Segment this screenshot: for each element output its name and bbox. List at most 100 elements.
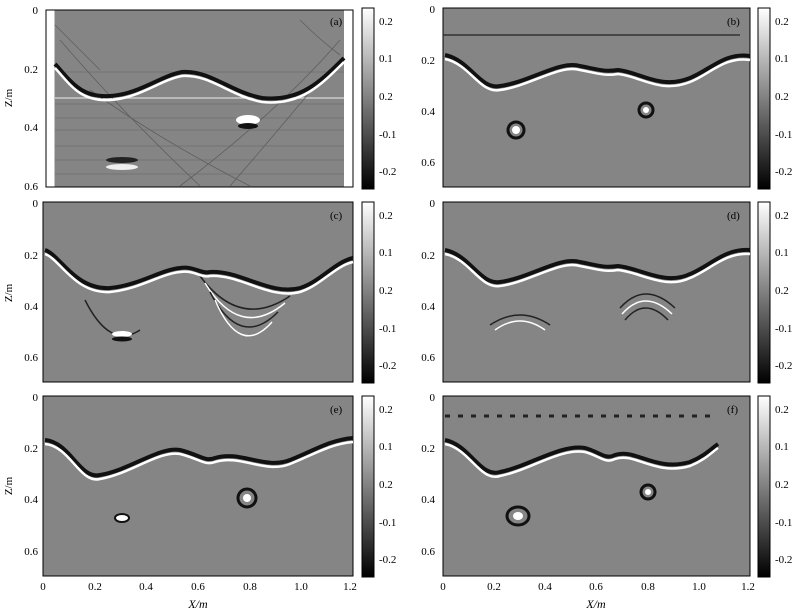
panel-e-anomaly-2-inner xyxy=(243,494,251,502)
panel-b-cbar-tick-1: 0.1 xyxy=(775,53,789,65)
panel-a: (a) 0 0.2 0.4 0.6 Z/m 0.2 0.1 0.2 -0.1 -… xyxy=(3,5,396,193)
panel-b-ytick-1: 0.2 xyxy=(421,55,435,67)
panel-e-cbar-tick-2: 0.2 xyxy=(379,479,393,491)
panel-f-cbar-tick-4: -0.2 xyxy=(775,554,792,566)
panel-d-cbar-tick-1: 0.1 xyxy=(775,247,789,259)
panel-b-image xyxy=(442,7,751,188)
panel-a-colorbar: 0.2 0.1 0.2 -0.1 -0.2 xyxy=(361,7,396,190)
panel-f-ytick-1: 0.2 xyxy=(421,443,435,455)
panel-c-ytick-1: 0.2 xyxy=(24,250,38,262)
panel-d-cbar-tick-3: -0.1 xyxy=(775,323,792,335)
panel-b-interface-dark xyxy=(444,53,751,89)
panel-c-interface-bright xyxy=(44,252,354,295)
panel-f-interface-dark xyxy=(444,438,720,475)
panel-e-xlabel: X/m xyxy=(187,597,208,611)
panel-e-xtick-6: 1.2 xyxy=(343,581,357,593)
panel-a-ytick-3: 0.6 xyxy=(24,181,38,193)
panel-f-cbar-tick-0: 0.2 xyxy=(775,404,789,416)
panel-f-ytick-0: 0 xyxy=(430,392,436,404)
panel-d-ytick-0: 0 xyxy=(430,198,436,210)
panel-d-image xyxy=(442,201,751,383)
panel-e-xtick-5: 1.0 xyxy=(294,581,308,593)
panel-b-anomaly-2-inner xyxy=(643,107,649,113)
panel-e-label: (e) xyxy=(330,404,343,416)
panel-d-ytick-3: 0.6 xyxy=(421,352,435,364)
panel-d-hyperbolas xyxy=(489,293,676,331)
panel-e-xtick-1: 0.2 xyxy=(88,581,102,593)
panel-a-interface-bright xyxy=(54,61,345,104)
panel-e: (e) 0 0.2 0.4 0.6 Z/m 0 0.2 0.4 0.6 0.8 … xyxy=(3,392,396,611)
panel-f-anomaly-1 xyxy=(505,505,531,527)
panel-c-ytick-3: 0.6 xyxy=(24,352,38,364)
panel-a-anomaly-2 xyxy=(106,157,138,163)
panel-c: (c) 0 0.2 0.4 0.6 Z/m 0.2 0.1 0.2 -0.1 -… xyxy=(3,198,396,384)
panel-f-image xyxy=(442,395,751,577)
panel-f-anomaly-2 xyxy=(639,483,657,501)
panel-a-anomaly-1 xyxy=(236,115,260,125)
panel-f-xlabel: X/m xyxy=(585,597,606,611)
panel-b-anomaly-1-inner xyxy=(512,126,520,134)
panel-f-xtick-1: 0.2 xyxy=(487,581,501,593)
panel-f-ytick-2: 0.4 xyxy=(421,494,435,506)
panel-b-ytick-2: 0.4 xyxy=(421,106,435,118)
panel-a-cbar-tick-2: 0.2 xyxy=(379,91,393,103)
panel-e-anomaly-2 xyxy=(236,487,258,509)
panel-d-ytick-1: 0.2 xyxy=(421,250,435,262)
panel-b-cbar-tick-2: 0.2 xyxy=(775,91,789,103)
panel-e-ytick-3: 0.6 xyxy=(24,546,38,558)
panel-a-ylabel: Z/m xyxy=(3,88,15,107)
panel-f-xticks: 0 0.2 0.4 0.6 0.8 1.0 1.2 xyxy=(440,581,755,593)
panel-c-label: (c) xyxy=(330,210,343,222)
panel-f-interface-bright xyxy=(444,442,719,478)
panel-c-ytick-2: 0.4 xyxy=(24,301,38,313)
panel-f-label: (f) xyxy=(727,404,738,416)
panel-f: (f) 0 0.2 0.4 0.6 0 0.2 0.4 0.6 0.8 1.0 … xyxy=(421,392,792,611)
panel-e-xtick-4: 0.8 xyxy=(243,581,257,593)
panel-e-cbar-tick-3: -0.1 xyxy=(379,517,396,529)
panel-a-diffraction-hyperbolas xyxy=(54,19,341,187)
panel-f-ytick-3: 0.6 xyxy=(421,546,435,558)
panel-f-xtick-2: 0.4 xyxy=(538,581,552,593)
panel-e-xtick-0: 0 xyxy=(40,581,46,593)
panel-c-cbar-tick-4: -0.2 xyxy=(379,360,396,372)
panel-c-anomaly-1 xyxy=(112,331,132,337)
panel-e-image xyxy=(42,395,354,577)
panel-f-cbar-tick-2: 0.2 xyxy=(775,479,789,491)
panel-e-ylabel: Z/m xyxy=(3,476,15,495)
panel-f-xtick-4: 0.8 xyxy=(641,581,655,593)
panel-c-hyperbolas xyxy=(84,275,291,337)
panel-b: (b) 0 0.2 0.4 0.6 0.2 0.1 0.2 -0.1 -0.2 xyxy=(421,4,792,190)
panel-a-label: (a) xyxy=(330,16,343,28)
panel-e-xticks: 0 0.2 0.4 0.6 0.8 1.0 1.2 xyxy=(40,581,357,593)
panel-c-cbar-tick-3: -0.1 xyxy=(379,323,396,335)
panel-b-anomaly-1 xyxy=(506,120,526,140)
panel-b-ytick-0: 0 xyxy=(430,4,436,16)
panel-a-ytick-0: 0 xyxy=(33,5,39,17)
panel-b-cbar-tick-4: -0.2 xyxy=(775,166,792,178)
panel-c-interface-dark xyxy=(44,248,354,292)
panel-d-label: (d) xyxy=(727,210,740,222)
panel-e-ytick-2: 0.4 xyxy=(24,494,38,506)
panel-f-anomaly-2-inner xyxy=(645,489,651,495)
panel-e-xtick-3: 0.6 xyxy=(191,581,205,593)
panel-e-anomaly-1 xyxy=(114,513,130,523)
panel-e-interface-bright xyxy=(44,440,354,481)
panel-a-cbar-tick-1: 0.1 xyxy=(379,53,393,65)
panel-e-cbar-tick-4: -0.2 xyxy=(379,554,396,566)
panel-b-anomaly-2 xyxy=(637,101,655,119)
panel-d-cbar-tick-0: 0.2 xyxy=(775,210,789,222)
panel-f-cbar-tick-1: 0.1 xyxy=(775,441,789,453)
panel-e-ytick-1: 0.2 xyxy=(24,443,38,455)
panel-c-anomaly-1-dark xyxy=(112,336,132,342)
panel-c-cbar-tick-2: 0.2 xyxy=(379,285,393,297)
panel-e-colorbar: 0.2 0.1 0.2 -0.1 -0.2 xyxy=(361,395,396,578)
panel-b-interface-bright xyxy=(444,57,751,92)
panel-a-cbar-tick-4: -0.2 xyxy=(379,166,396,178)
panel-a-anomaly-2b xyxy=(106,164,138,170)
panel-c-colorbar: 0.2 0.1 0.2 -0.1 -0.2 xyxy=(361,201,396,384)
panel-b-colorbar: 0.2 0.1 0.2 -0.1 -0.2 xyxy=(757,7,792,190)
panel-a-left-blank xyxy=(46,10,55,187)
panel-c-image xyxy=(42,201,354,383)
panel-a-cbar-tick-3: -0.1 xyxy=(379,129,396,141)
